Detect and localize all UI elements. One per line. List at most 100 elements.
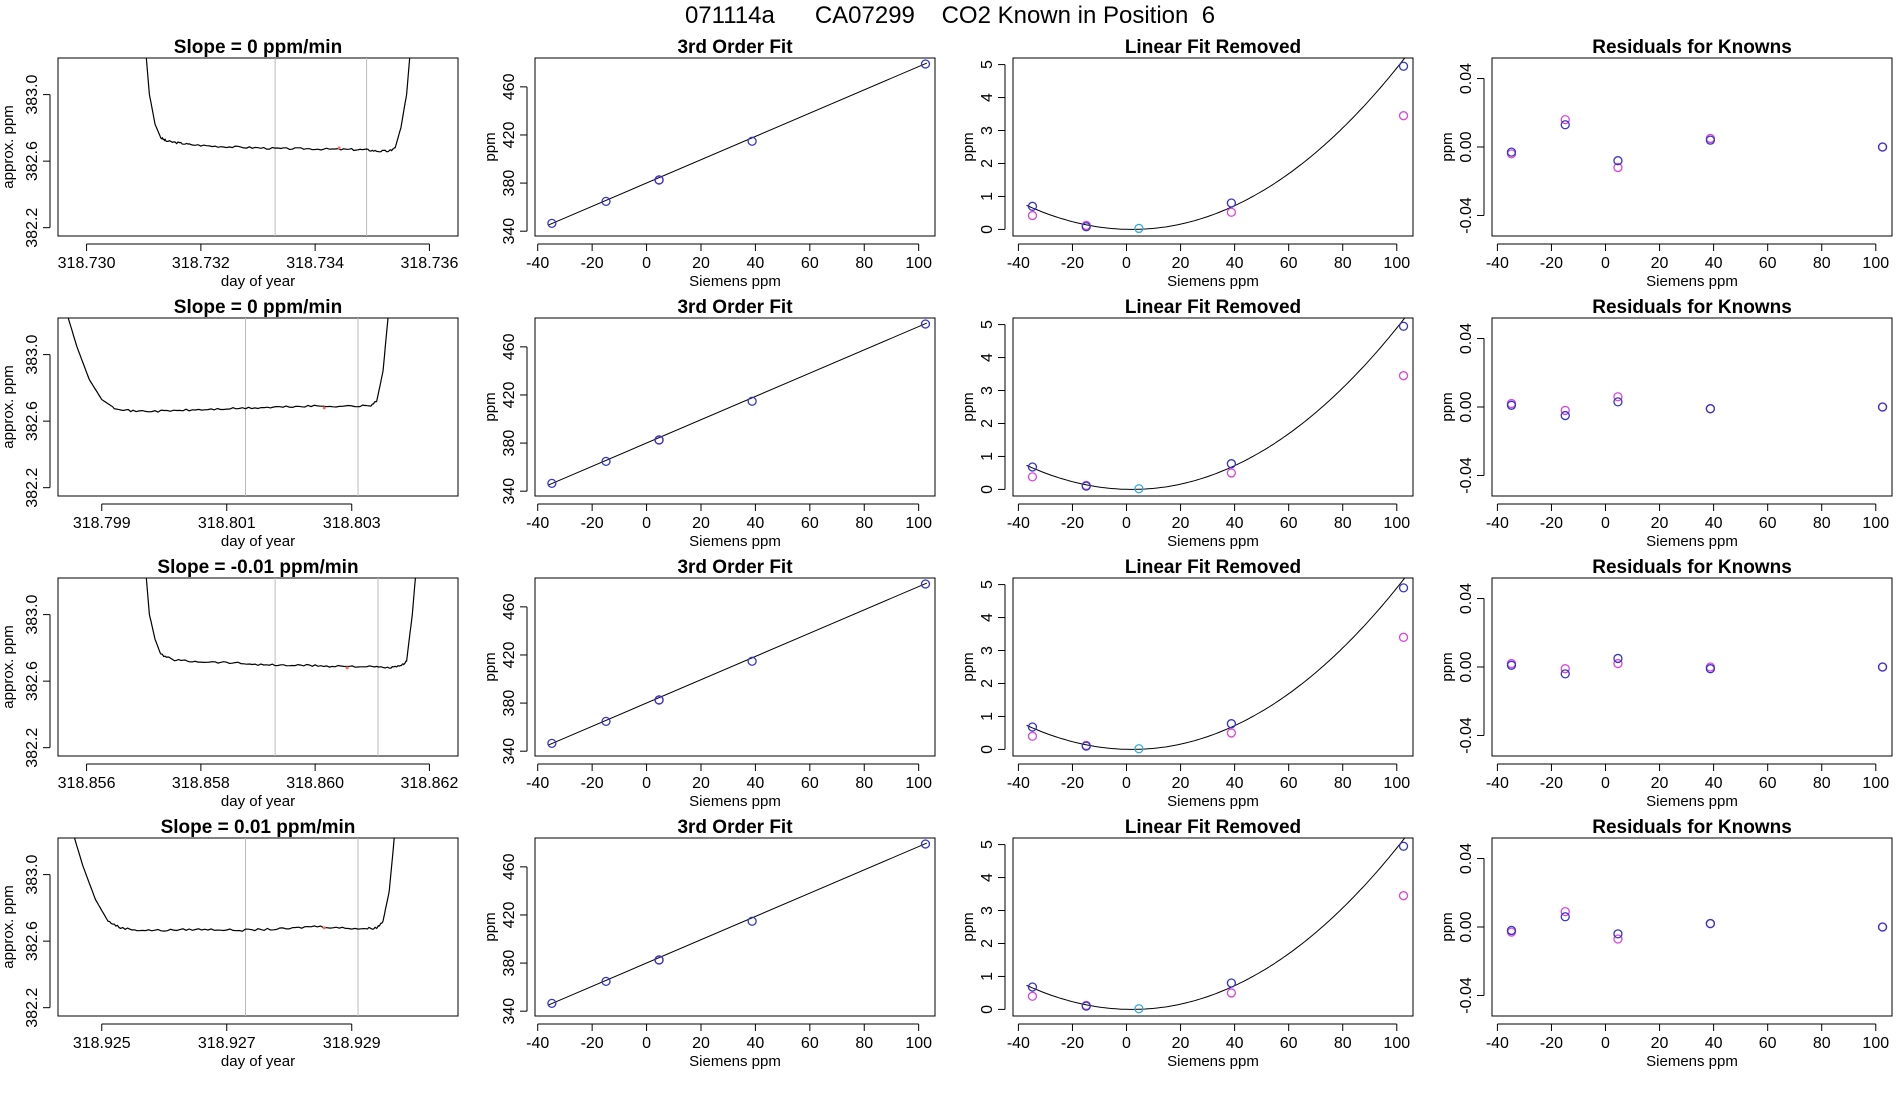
- x-tick-label: 40: [1226, 255, 1244, 272]
- x-tick-label: -20: [1061, 1035, 1084, 1052]
- y-tick-label: 383.0: [24, 854, 41, 894]
- data-point-blue: [747, 916, 757, 926]
- plot-title: Linear Fit Removed: [1125, 37, 1301, 58]
- data-point-blue: [1398, 321, 1409, 331]
- data-point-blue: [1398, 841, 1409, 851]
- x-tick-label: 60: [1759, 515, 1777, 532]
- data-point-blue: [601, 196, 611, 207]
- data-point-blue: [1613, 156, 1623, 166]
- data-point-blue: [547, 478, 557, 489]
- x-tick-label: 20: [692, 775, 710, 792]
- x-tick-label: 80: [1334, 1035, 1352, 1052]
- x-tick-label: 0: [1601, 775, 1610, 792]
- data-point-blue: [1705, 918, 1716, 929]
- plot-title: Residuals for Knowns: [1592, 37, 1792, 58]
- x-tick-label: 20: [1172, 775, 1190, 792]
- data-point-blue: [920, 59, 931, 69]
- y-tick-label: 380: [501, 170, 518, 197]
- data-point-magenta: [1560, 664, 1570, 674]
- x-tick-label: 318.803: [323, 515, 381, 532]
- y-axis-label: ppm: [1439, 132, 1456, 161]
- x-tick-label: 40: [1705, 255, 1723, 272]
- fit-line: [548, 322, 928, 486]
- data-point-blue: [654, 175, 664, 185]
- y-tick-label: 0.00: [1458, 911, 1475, 942]
- x-tick-label: 100: [905, 1035, 932, 1052]
- plot-area: [1026, 838, 1409, 1014]
- data-point-blue: [1560, 120, 1570, 130]
- fit-curve: [1026, 58, 1406, 230]
- x-tick-label: 318.799: [73, 515, 131, 532]
- x-tick-label: 318.856: [58, 775, 116, 792]
- x-tick-label: 60: [1280, 255, 1298, 272]
- y-axis-label: ppm: [960, 912, 977, 941]
- y-tick-label: 1: [979, 192, 996, 201]
- data-point-blue: [1705, 404, 1716, 414]
- data-point-blue: [1134, 223, 1144, 234]
- plot-title: Linear Fit Removed: [1125, 817, 1301, 838]
- x-tick-label: 20: [692, 255, 710, 272]
- y-tick-label: 1: [979, 712, 996, 721]
- y-tick-label: 0: [979, 1005, 996, 1014]
- x-tick-label: 100: [1383, 1035, 1410, 1052]
- plot-title: 3rd Order Fit: [677, 817, 793, 838]
- data-point-magenta: [1398, 111, 1409, 121]
- y-tick-label: 4: [979, 873, 996, 882]
- y-tick-label: 460: [501, 333, 518, 360]
- plot-area: [547, 579, 931, 749]
- plot-frame: [1012, 317, 1414, 497]
- x-tick-label: 40: [747, 255, 765, 272]
- y-axis-label: approx. ppm: [0, 625, 17, 708]
- plot-frame: [1012, 57, 1414, 237]
- x-tick-label: -40: [1486, 1035, 1509, 1052]
- data-point-blue: [1877, 402, 1888, 412]
- plot-frame: [534, 837, 936, 1017]
- fit-line: [548, 842, 928, 1006]
- data-point-blue: [654, 695, 664, 705]
- plot-title: 3rd Order Fit: [677, 557, 793, 578]
- x-tick-label: -40: [1486, 775, 1509, 792]
- y-axis-label: ppm: [1439, 912, 1456, 941]
- y-tick-label: 383.0: [24, 594, 41, 634]
- x-tick-label: 0: [1601, 1035, 1610, 1052]
- plot-title: 3rd Order Fit: [677, 37, 793, 58]
- x-axis-label: Siemens ppm: [1167, 273, 1259, 290]
- plot-area: [547, 319, 931, 489]
- data-point-blue: [1560, 410, 1570, 421]
- y-tick-label: 340: [501, 218, 518, 245]
- x-tick-label: -20: [1540, 255, 1563, 272]
- data-point-magenta: [1560, 114, 1570, 125]
- ppm-trace: [67, 318, 389, 413]
- y-tick-label: 382.2: [24, 468, 41, 508]
- x-tick-label: 80: [855, 515, 873, 532]
- data-point-magenta: [1226, 207, 1237, 217]
- x-tick-label: -20: [581, 775, 604, 792]
- y-tick-label: 5: [979, 60, 996, 69]
- x-tick-label: -40: [526, 515, 549, 532]
- data-point-magenta: [1226, 468, 1237, 478]
- y-tick-label: 0.04: [1458, 583, 1475, 614]
- data-point-blue: [1506, 925, 1517, 936]
- data-point-blue: [547, 218, 557, 229]
- data-point-blue: [1506, 147, 1517, 157]
- x-axis-label: day of year: [221, 273, 295, 290]
- x-tick-label: 80: [1334, 255, 1352, 272]
- data-point-magenta: [1560, 906, 1570, 917]
- panel-1-1: Slope = 0 ppm/min 318.730 318.732 318.734 31…: [0, 37, 459, 290]
- data-point-blue: [1560, 912, 1570, 922]
- plot-title: 3rd Order Fit: [677, 297, 793, 318]
- y-tick-label: 380: [501, 430, 518, 457]
- x-tick-label: 100: [905, 775, 932, 792]
- y-tick-label: 2: [979, 679, 996, 688]
- fit-curve: [1026, 318, 1406, 490]
- x-tick-label: 60: [1759, 255, 1777, 272]
- data-point-magenta: [1027, 210, 1038, 221]
- plot-title: Slope = 0 ppm/min: [174, 37, 342, 58]
- data-point-blue: [1705, 664, 1716, 674]
- x-tick-label: 318.801: [198, 515, 256, 532]
- y-tick-label: 420: [501, 382, 518, 409]
- y-tick-label: 4: [979, 613, 996, 622]
- x-tick-label: 318.732: [172, 255, 230, 272]
- y-tick-label: 420: [501, 642, 518, 669]
- data-point-magenta: [1560, 405, 1570, 416]
